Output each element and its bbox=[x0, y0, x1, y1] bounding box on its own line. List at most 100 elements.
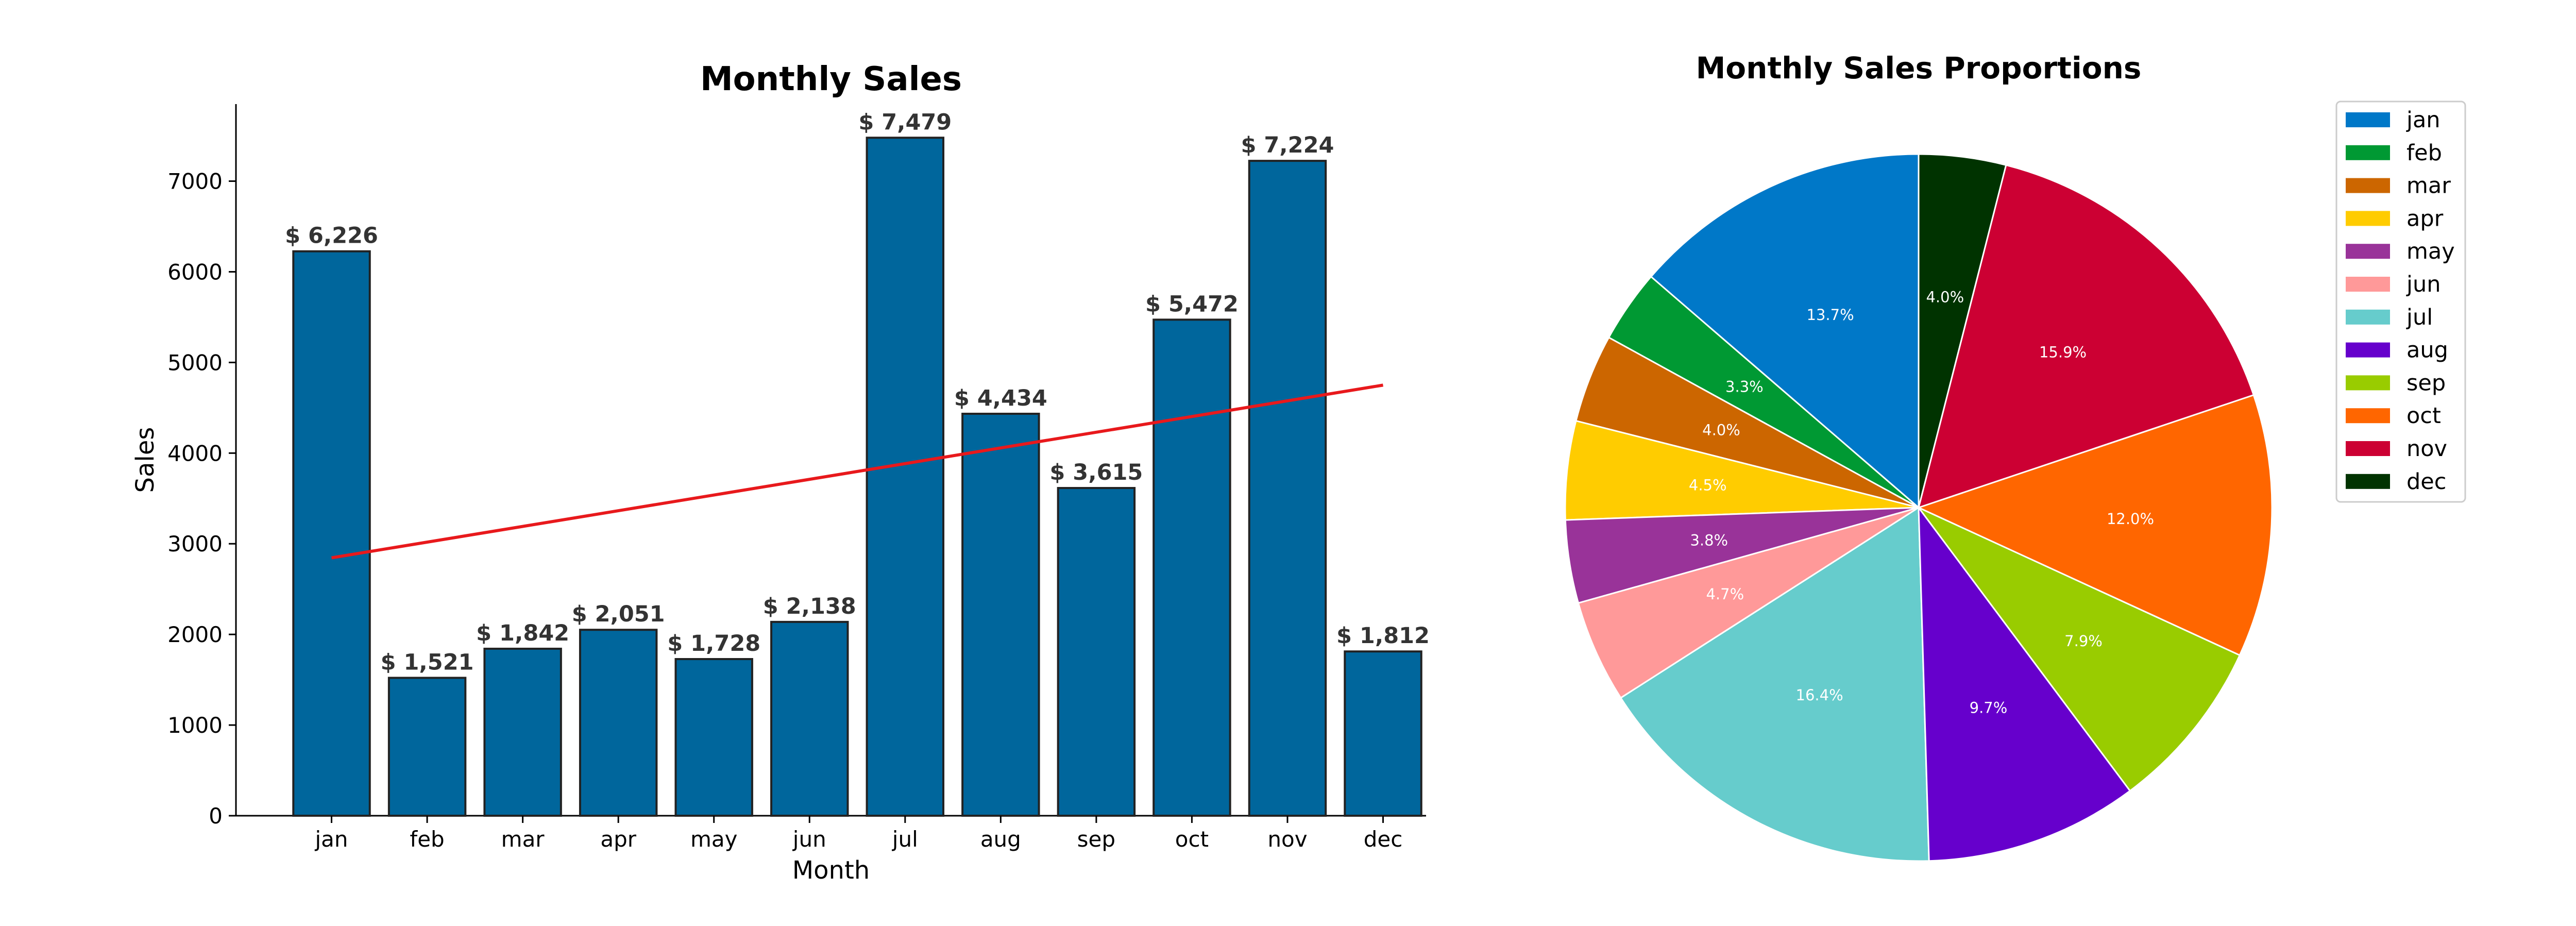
legend-label: mar bbox=[2406, 173, 2451, 199]
legend-box bbox=[2335, 100, 2466, 503]
bar-chart-title: Monthly Sales bbox=[700, 60, 962, 98]
legend-label: nov bbox=[2406, 436, 2447, 462]
slice-jan bbox=[1650, 153, 1920, 510]
slice-percent-label: 4.0% bbox=[1702, 421, 1740, 439]
pie-chart-slices bbox=[1564, 153, 2273, 862]
bar-chart-value-labels: $ 6,226 $ 1,521$ 1,842$ 2,051$ 1,728$ 2,1… bbox=[285, 109, 1430, 675]
x-tick-label: dec bbox=[1364, 827, 1403, 852]
bar-chart-y-ticks: 0 1000 2000 3000 4000 5000 6000 7000 bbox=[167, 169, 236, 829]
slice-percent-label: 13.7% bbox=[1807, 306, 1854, 324]
slice-percent-label: 4.0% bbox=[1926, 289, 1964, 306]
slice-jul bbox=[1619, 506, 1930, 862]
legend-label: sep bbox=[2406, 370, 2446, 396]
legend-swatch-jul bbox=[2346, 309, 2390, 325]
bar-jan bbox=[292, 250, 371, 817]
legend-label: jul bbox=[2406, 305, 2433, 330]
legend-swatch-dec bbox=[2346, 474, 2390, 489]
slice-percent-label: 3.8% bbox=[1690, 531, 1728, 549]
pie-chart: Monthly Sales Proportions 13.7% 3.3% 4.0% 4… bbox=[1564, 50, 2466, 862]
x-tick-label: sep bbox=[1077, 827, 1115, 852]
slice-jun bbox=[1577, 507, 1919, 699]
bar-value-label: $ 3,615 bbox=[1049, 460, 1143, 485]
bar-oct bbox=[1153, 318, 1231, 817]
bar-chart-bars bbox=[292, 137, 1422, 817]
bar-value-label: $ 2,138 bbox=[763, 594, 856, 619]
bar-chart: Monthly Sales 0 1000 2000 3000 4000 5000 6000 7… bbox=[131, 60, 1430, 885]
bar-dec bbox=[1344, 650, 1422, 817]
y-tick-label: 2000 bbox=[167, 622, 223, 647]
y-tick-label: 4000 bbox=[167, 441, 223, 466]
y-tick-label: 6000 bbox=[167, 259, 223, 284]
slice-percent-label: 15.9% bbox=[2039, 343, 2087, 361]
slice-percent-label: 4.7% bbox=[1706, 585, 1744, 603]
slice-percent-label: 7.9% bbox=[2064, 632, 2103, 650]
bar-chart-x-ticks: jan feb mar apr may jun jul aug sep oct nov dec bbox=[315, 816, 1403, 852]
y-tick-label: 1000 bbox=[167, 713, 223, 738]
legend-swatch-aug bbox=[2346, 342, 2390, 358]
bar-value-label: $ 2,051 bbox=[572, 601, 665, 627]
pie-chart-percent-labels: 13.7% 3.3% 4.0% 4.5% 3.8% 4.7% 16.4% 9.7% 7.9% 12… bbox=[1689, 289, 2154, 717]
pie-chart-legend: jan feb mar apr may jun jul aug sep oct nov dec bbox=[2335, 100, 2466, 503]
bar-value-label: $ 1,728 bbox=[667, 631, 760, 656]
legend-swatch-mar bbox=[2346, 178, 2390, 193]
x-tick-label: feb bbox=[410, 827, 444, 852]
y-tick-label: 0 bbox=[209, 803, 223, 829]
bar-value-label: $ 1,842 bbox=[476, 620, 569, 646]
slice-percent-label: 12.0% bbox=[2107, 510, 2154, 528]
bar-mar bbox=[483, 647, 562, 817]
slice-aug bbox=[1918, 505, 2131, 862]
x-tick-label: nov bbox=[1267, 827, 1307, 852]
legend-swatch-feb bbox=[2346, 145, 2390, 160]
legend-label: aug bbox=[2406, 338, 2448, 363]
y-tick-label: 7000 bbox=[167, 169, 223, 194]
legend-swatch-oct bbox=[2346, 408, 2390, 424]
pie-chart-title: Monthly Sales Proportions bbox=[1696, 50, 2142, 86]
x-tick-label: oct bbox=[1175, 827, 1209, 852]
bar-apr bbox=[579, 629, 658, 817]
slice-dec bbox=[1918, 153, 2007, 508]
y-tick-label: 3000 bbox=[167, 531, 223, 557]
slice-nov bbox=[1917, 164, 2255, 509]
x-tick-label: jun bbox=[792, 827, 826, 852]
bar-aug bbox=[961, 412, 1040, 817]
bar-value-label: $ 1,521 bbox=[381, 649, 474, 675]
x-tick-label: mar bbox=[501, 827, 545, 852]
legend-swatch-jun bbox=[2346, 277, 2390, 292]
legend-label: feb bbox=[2406, 140, 2442, 166]
legend-swatch-sep bbox=[2346, 375, 2390, 391]
bar-may bbox=[674, 658, 753, 817]
legend-label: may bbox=[2406, 239, 2455, 264]
bar-value-label: $ 4,434 bbox=[954, 385, 1047, 411]
legend-label: oct bbox=[2406, 403, 2441, 429]
legend-label: jan bbox=[2406, 107, 2441, 133]
x-tick-label: jan bbox=[315, 827, 348, 852]
slice-percent-label: 9.7% bbox=[1970, 699, 2008, 717]
x-tick-label: apr bbox=[600, 827, 636, 852]
x-tick-label: jul bbox=[892, 827, 918, 852]
legend-label: jun bbox=[2406, 272, 2441, 297]
trend-line bbox=[331, 383, 1383, 560]
legend-swatch-apr bbox=[2346, 211, 2390, 226]
x-tick-label: may bbox=[690, 827, 738, 852]
x-tick-label: aug bbox=[980, 827, 1021, 852]
bar-value-label: $ 6,226 bbox=[285, 223, 378, 249]
bar-chart-y-axis-label: Sales bbox=[131, 427, 160, 493]
slice-sep bbox=[1918, 507, 2241, 792]
slice-apr bbox=[1564, 419, 1919, 521]
slice-percent-label: 4.5% bbox=[1689, 476, 1727, 494]
legend-swatch-may bbox=[2346, 244, 2390, 259]
bar-value-label: $ 1,812 bbox=[1336, 623, 1430, 649]
legend-label: apr bbox=[2406, 206, 2444, 231]
bar-sep bbox=[1057, 487, 1136, 817]
legend-swatch-nov bbox=[2346, 441, 2390, 456]
bar-nov bbox=[1248, 160, 1327, 817]
legend-swatch-jan bbox=[2346, 112, 2390, 127]
slice-percent-label: 16.4% bbox=[1796, 686, 1843, 704]
y-tick-label: 5000 bbox=[167, 350, 223, 375]
slice-percent-label: 3.3% bbox=[1725, 378, 1764, 395]
bar-chart-x-axis-label: Month bbox=[792, 856, 870, 885]
bar-value-label: $ 7,224 bbox=[1241, 132, 1334, 158]
legend-label: dec bbox=[2406, 469, 2446, 495]
bar-jul bbox=[866, 137, 945, 817]
